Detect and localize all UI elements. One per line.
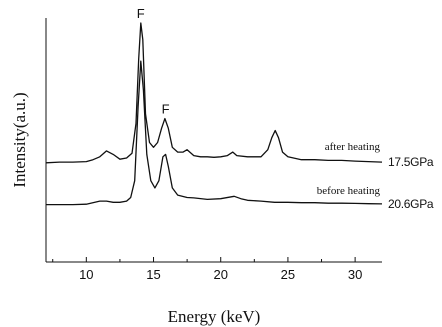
series-name-label: before heating <box>317 185 381 197</box>
series-line <box>46 60 383 206</box>
series-line <box>45 22 383 164</box>
y-axis-title: Intensity(a.u.) <box>10 92 29 187</box>
x-tick-label: 20 <box>213 267 227 282</box>
pressure-label: 20.6GPa <box>388 197 434 211</box>
x-tick-label: 25 <box>281 267 295 282</box>
annotation-layer: FF <box>137 6 170 117</box>
x-tick-label: 10 <box>79 267 93 282</box>
x-axis-title: Energy (keV) <box>168 307 261 326</box>
peak-annotation: F <box>137 6 145 21</box>
x-tick-label: 15 <box>146 267 160 282</box>
x-ticks: 10 15 20 25 30 <box>52 257 362 282</box>
series-layer: after heating 17.5GPa before heating 20.6GP… <box>45 22 434 211</box>
series-name-label: after heating <box>325 141 381 153</box>
x-tick-label: 30 <box>348 267 362 282</box>
axes <box>45 18 382 263</box>
pressure-label: 17.5GPa <box>388 155 434 169</box>
peak-annotation: F <box>162 102 170 117</box>
